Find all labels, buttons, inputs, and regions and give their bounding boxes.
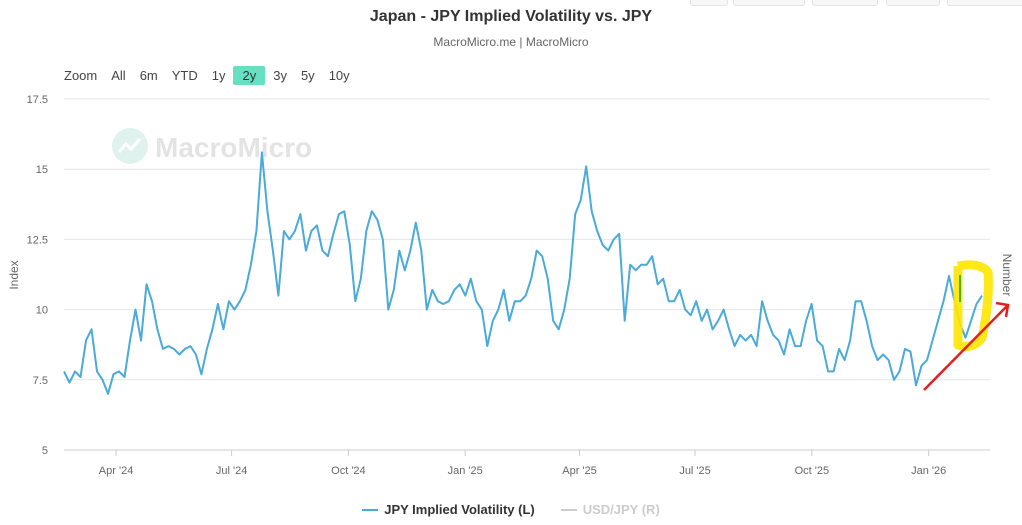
toolbar-button[interactable] bbox=[886, 0, 940, 6]
range-2y[interactable]: 2y bbox=[233, 66, 266, 85]
legend-label: JPY Implied Volatility (L) bbox=[384, 502, 535, 517]
y-axis-right-label: Number bbox=[1000, 254, 1014, 297]
x-tick-label: Oct '25 bbox=[795, 465, 830, 477]
x-tick-label: Jan '26 bbox=[911, 465, 946, 477]
range-3y[interactable]: 3y bbox=[273, 68, 287, 83]
legend: JPY Implied Volatility (L) USD/JPY (R) bbox=[0, 502, 1022, 517]
y-tick-label: 5 bbox=[42, 445, 48, 457]
zoom-label: Zoom bbox=[64, 68, 98, 83]
toolbar-button[interactable] bbox=[947, 0, 1022, 6]
watermark-text: MacroMicro bbox=[155, 132, 312, 163]
toolbar-button[interactable] bbox=[812, 0, 878, 6]
range-selector: Zoom All 6m YTD 1y 2y 3y 5y 10y bbox=[58, 66, 358, 85]
toolbar-button[interactable] bbox=[690, 0, 728, 6]
legend-item-usd-jpy[interactable]: USD/JPY (R) bbox=[560, 502, 660, 517]
x-tick-label: Oct '24 bbox=[331, 465, 366, 477]
range-6m[interactable]: 6m bbox=[139, 68, 158, 83]
y-tick-label: 10 bbox=[36, 305, 48, 317]
chart-subtitle: MacroMicro.me | MacroMicro bbox=[433, 35, 589, 49]
y-tick-label: 7.5 bbox=[33, 375, 48, 387]
x-tick-label: Jul '25 bbox=[679, 465, 710, 477]
y-tick-label: 12.5 bbox=[27, 234, 48, 246]
y-tick-label: 15 bbox=[36, 164, 48, 176]
legend-swatch bbox=[560, 508, 577, 511]
toolbar-button[interactable] bbox=[733, 0, 805, 6]
legend-item-jpy-implied-volatility[interactable]: JPY Implied Volatility (L) bbox=[362, 502, 535, 517]
x-tick-label: Apr '25 bbox=[562, 465, 597, 477]
range-10y[interactable]: 10y bbox=[328, 68, 350, 83]
series-line-jpy-implied-volatility[interactable] bbox=[63, 151, 983, 395]
x-tick-label: Apr '24 bbox=[99, 465, 134, 477]
legend-swatch bbox=[362, 508, 379, 511]
watermark-logo: MacroMicro bbox=[112, 128, 312, 164]
chart-title: Japan - JPY Implied Volatility vs. JPY bbox=[369, 8, 653, 25]
range-ytd[interactable]: YTD bbox=[171, 68, 198, 83]
x-tick-label: Jan '25 bbox=[448, 465, 483, 477]
range-1y[interactable]: 1y bbox=[211, 68, 226, 83]
y-tick-label: 17.5 bbox=[27, 94, 48, 106]
range-5y[interactable]: 5y bbox=[300, 68, 315, 83]
y-axis-label: Index bbox=[7, 260, 21, 289]
range-all[interactable]: All bbox=[111, 68, 126, 83]
annotation-highlight bbox=[953, 260, 993, 351]
annotation-arrow bbox=[923, 301, 1010, 391]
x-tick-label: Jul '24 bbox=[216, 465, 247, 477]
legend-label: USD/JPY (R) bbox=[582, 502, 660, 517]
